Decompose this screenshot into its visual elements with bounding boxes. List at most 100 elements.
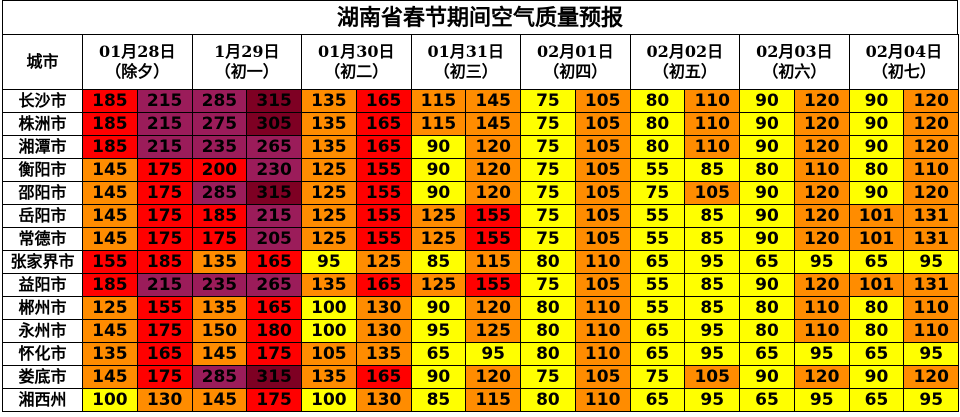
city-name: 岳阳市	[2, 204, 83, 228]
city-name: 郴州市	[2, 296, 83, 320]
header-row: 城市 01月28日 （除夕） 1月29日 （初一） 01月30日 （初二） 01月31日 （初…	[2, 34, 960, 90]
aqi-min-cell: 95	[301, 250, 357, 274]
aqi-max-cell: 175	[136, 365, 193, 389]
aqi-min-cell: 185	[82, 112, 138, 136]
date-label: 02月02日	[646, 42, 724, 61]
aqi-max-cell: 265	[246, 135, 303, 159]
aqi-min-cell: 235	[191, 135, 248, 159]
aqi-max-cell: 315	[246, 365, 303, 389]
date-label: 01月30日	[318, 42, 395, 61]
aqi-max-cell: 95	[903, 388, 960, 412]
aqi-max-cell: 130	[355, 296, 412, 320]
aqi-min-cell: 65	[629, 342, 686, 366]
aqi-min-cell: 75	[520, 89, 576, 113]
aqi-max-cell: 85	[684, 158, 741, 182]
table-row: 邵阳市 145 175 285 315 125 155 90 120 75 105 75 105 90 12…	[2, 181, 960, 205]
aqi-max-cell: 165	[355, 112, 412, 136]
city-name: 娄底市	[2, 365, 83, 389]
aqi-min-cell: 80	[848, 158, 905, 182]
aqi-min-cell: 125	[410, 273, 467, 297]
date-label: 02月03日	[756, 42, 833, 61]
aqi-min-cell: 125	[301, 158, 357, 182]
aqi-max-cell: 85	[684, 227, 741, 251]
aqi-min-cell: 90	[848, 181, 905, 205]
aqi-min-cell: 80	[739, 296, 795, 320]
date-column-header: 02月03日 （初六）	[739, 34, 850, 90]
table-row: 长沙市 185 215 285 315 135 165 115 145 75 105 80 110 90 1…	[2, 89, 960, 113]
aqi-max-cell: 110	[684, 112, 741, 136]
aqi-min-cell: 125	[301, 204, 357, 228]
aqi-min-cell: 90	[739, 273, 795, 297]
aqi-min-cell: 65	[848, 250, 905, 274]
aqi-max-cell: 215	[136, 89, 193, 113]
aqi-max-cell: 175	[136, 227, 193, 251]
aqi-max-cell: 105	[574, 273, 631, 297]
aqi-min-cell: 90	[739, 204, 795, 228]
table-body: 长沙市 185 215 285 315 135 165 115 145 75 105 80 110 90 1…	[2, 89, 960, 412]
aqi-min-cell: 80	[739, 158, 795, 182]
aqi-max-cell: 110	[793, 296, 850, 320]
table-row: 湘西州 100 130 145 175 100 130 85 115 80 110 65 95 65 95 6…	[2, 388, 960, 412]
aqi-max-cell: 110	[574, 388, 631, 412]
aqi-max-cell: 110	[574, 342, 631, 366]
aqi-max-cell: 155	[355, 227, 412, 251]
aqi-max-cell: 165	[355, 365, 412, 389]
aqi-min-cell: 235	[191, 273, 248, 297]
aqi-max-cell: 105	[684, 181, 741, 205]
aqi-max-cell: 205	[246, 227, 303, 251]
aqi-max-cell: 105	[574, 227, 631, 251]
aqi-min-cell: 75	[629, 181, 686, 205]
aqi-min-cell: 145	[191, 388, 248, 412]
aqi-max-cell: 131	[903, 204, 960, 228]
aqi-max-cell: 105	[574, 365, 631, 389]
table-row: 常德市 145 175 175 205 125 155 125 155 75 105 55 85 90 12…	[2, 227, 960, 251]
aqi-min-cell: 90	[848, 112, 905, 136]
aqi-min-cell: 125	[301, 227, 357, 251]
aqi-max-cell: 105	[574, 112, 631, 136]
aqi-max-cell: 85	[684, 296, 741, 320]
date-label: 02月04日	[865, 42, 943, 61]
aqi-min-cell: 125	[410, 204, 467, 228]
aqi-max-cell: 95	[684, 342, 741, 366]
table-row: 娄底市 145 175 285 315 135 165 90 120 75 105 75 105 90 12…	[2, 365, 960, 389]
aqi-min-cell: 185	[82, 89, 138, 113]
aqi-min-cell: 145	[82, 227, 138, 251]
aqi-min-cell: 90	[410, 135, 467, 159]
aqi-max-cell: 155	[136, 296, 193, 320]
date-column-header: 02月01日 （初四）	[520, 34, 631, 90]
aqi-max-cell: 110	[574, 319, 631, 343]
aqi-min-cell: 90	[848, 135, 905, 159]
holiday-label: （初一）	[214, 62, 279, 81]
aqi-max-cell: 105	[574, 204, 631, 228]
city-name: 张家界市	[2, 250, 83, 274]
holiday-label: （除夕）	[105, 62, 170, 81]
date-column-header: 01月30日 （初二）	[301, 34, 412, 90]
aqi-max-cell: 120	[903, 135, 960, 159]
aqi-min-cell: 65	[739, 342, 795, 366]
aqi-min-cell: 90	[410, 296, 467, 320]
aqi-min-cell: 150	[191, 319, 248, 343]
aqi-max-cell: 315	[246, 89, 303, 113]
aqi-min-cell: 135	[191, 296, 248, 320]
aqi-max-cell: 215	[136, 112, 193, 136]
aqi-min-cell: 75	[520, 365, 576, 389]
aqi-min-cell: 101	[848, 273, 905, 297]
aqi-min-cell: 90	[739, 227, 795, 251]
holiday-label: （初四）	[543, 62, 608, 81]
aqi-min-cell: 65	[739, 250, 795, 274]
aqi-max-cell: 175	[136, 181, 193, 205]
aqi-min-cell: 75	[520, 273, 576, 297]
aqi-min-cell: 90	[410, 181, 467, 205]
aqi-max-cell: 95	[465, 342, 522, 366]
aqi-max-cell: 110	[684, 89, 741, 113]
aqi-max-cell: 185	[136, 250, 193, 274]
aqi-min-cell: 125	[410, 227, 467, 251]
city-name: 常德市	[2, 227, 83, 251]
aqi-max-cell: 120	[793, 181, 850, 205]
date-column-header: 01月31日 （初三）	[410, 34, 522, 90]
aqi-min-cell: 125	[301, 181, 357, 205]
date-column-header: 1月29日 （初一）	[191, 34, 303, 90]
holiday-label: （初七）	[871, 62, 936, 81]
aqi-min-cell: 75	[520, 181, 576, 205]
city-name: 怀化市	[2, 342, 83, 366]
